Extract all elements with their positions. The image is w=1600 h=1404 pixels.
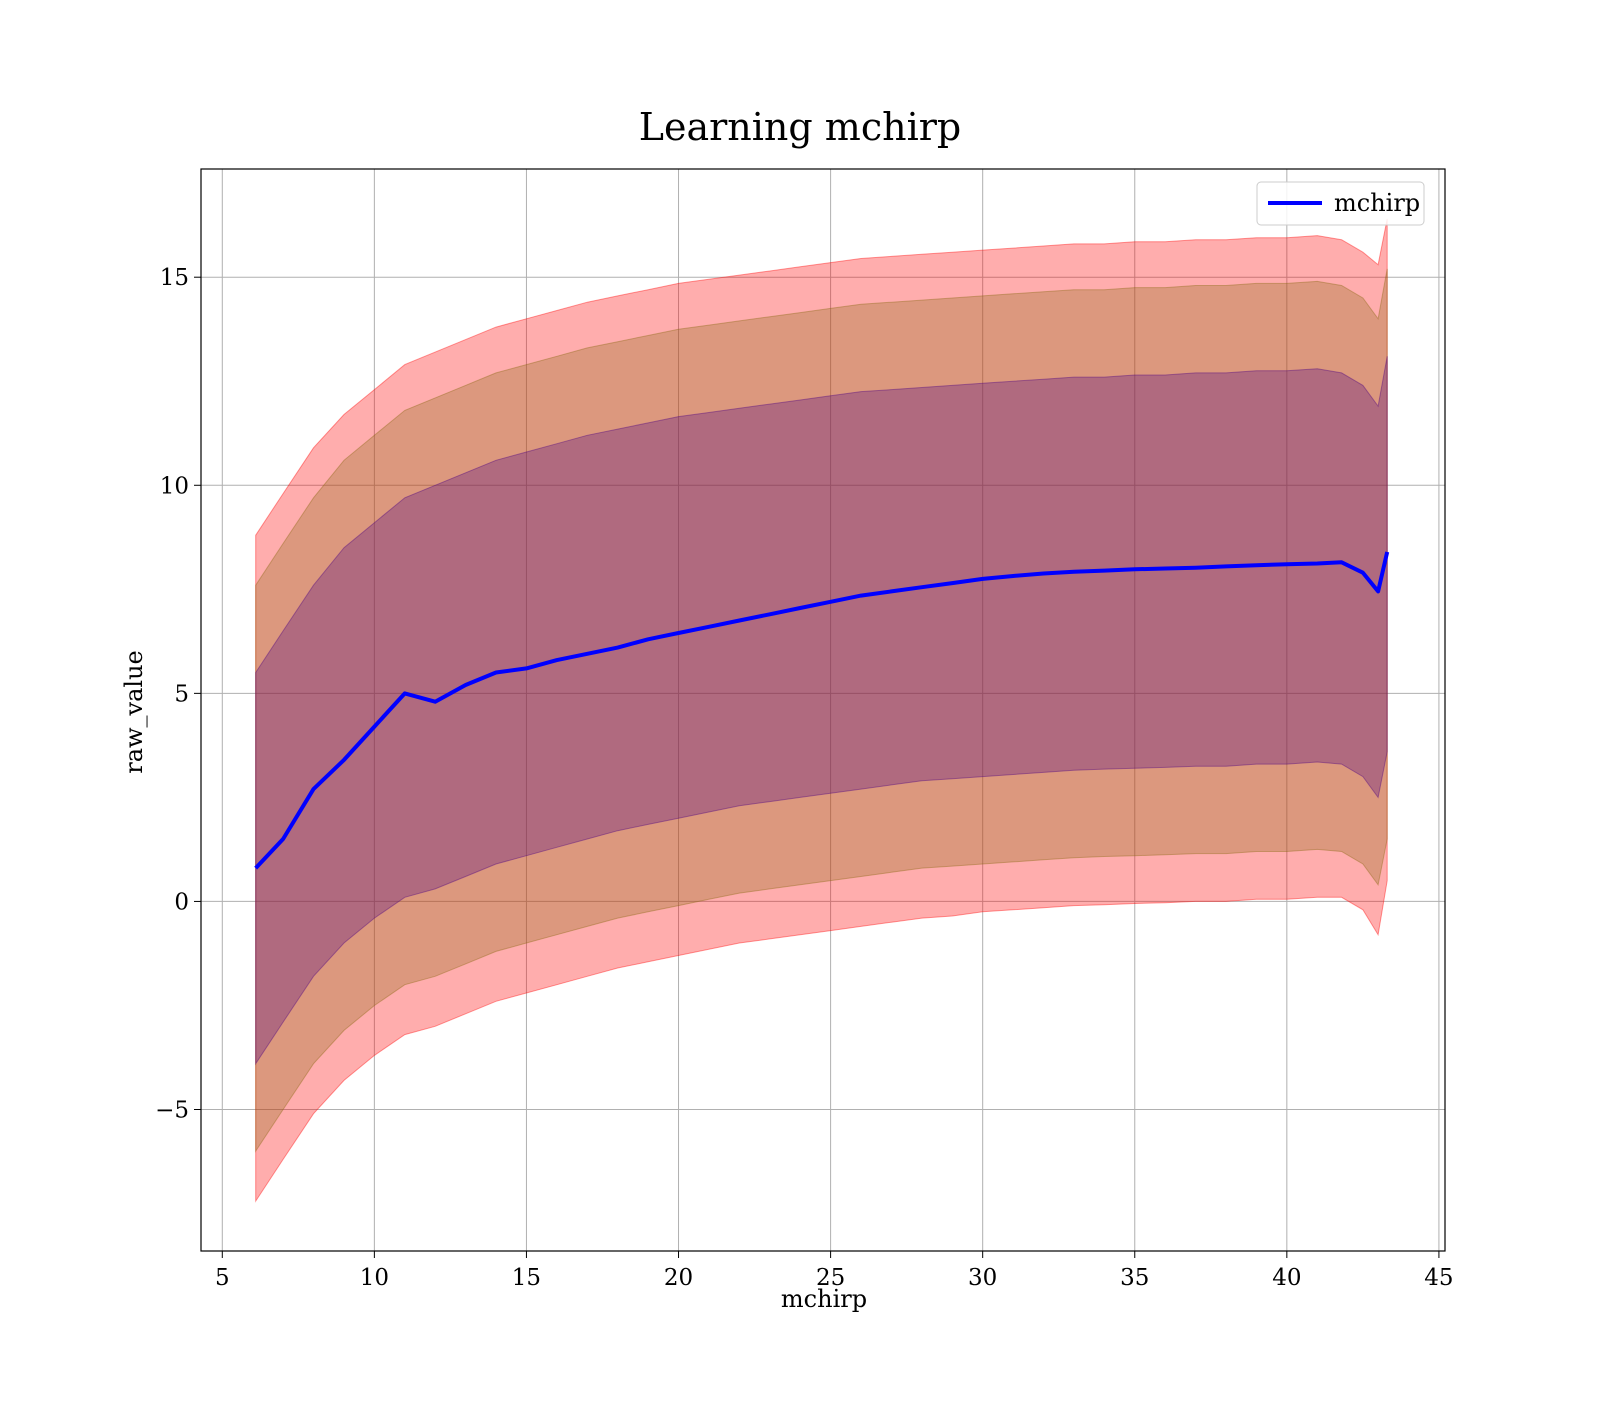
y-tick-label: 0 [174,889,189,915]
series-lines [254,551,1390,870]
legend-label-mchirp: mchirp [1334,189,1420,217]
x-axis-label: mchirp [781,1285,867,1313]
band-middle [255,268,1388,1153]
chart-title: Learning mchirp [639,105,961,149]
x-tick-label: 30 [968,1265,997,1291]
x-tick-label: 35 [1120,1265,1149,1291]
x-tick-label: 20 [664,1265,693,1291]
plot-frame [200,168,1446,1252]
x-tick-label: 25 [816,1265,845,1291]
y-tick-label: 15 [160,265,189,291]
y-tick-label: 5 [174,681,189,707]
series-line-mchirp [254,551,1390,870]
band-inner [255,356,1388,1066]
x-tick-label: 10 [360,1265,389,1291]
x-tick-label: 15 [512,1265,541,1291]
x-axis-ticks: 5 10 15 20 25 30 35 40 45 [215,1251,1454,1291]
confidence-bands [255,218,1388,1203]
x-tick-label: 5 [215,1265,230,1291]
x-tick-label: 45 [1424,1265,1453,1291]
y-axis-label: raw_value [120,650,148,774]
y-axis-ticks: −5 0 5 10 15 [155,265,201,1124]
legend-box [1256,181,1425,226]
y-tick-label: −5 [155,1098,189,1124]
legend: mchirp [1256,181,1425,226]
x-tick-label: 40 [1272,1265,1301,1291]
band-outer [255,218,1388,1203]
y-tick-label: 10 [160,473,189,499]
